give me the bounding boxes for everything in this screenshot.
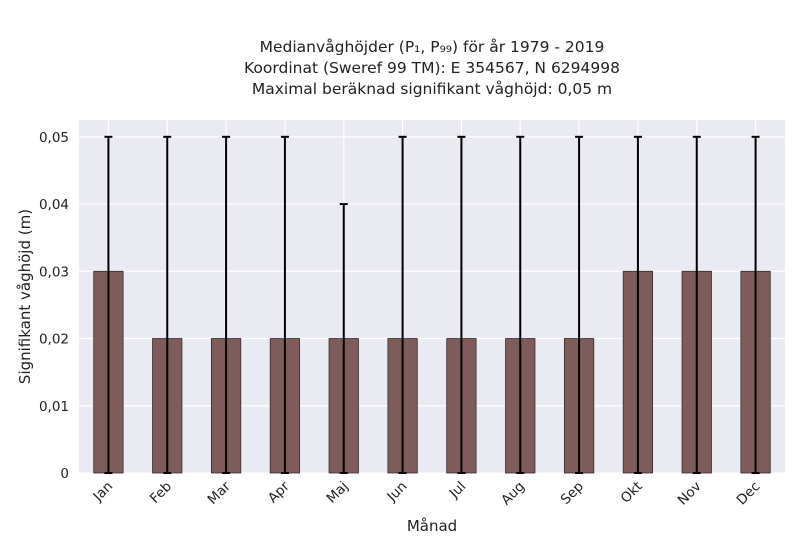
x-tick-label: Jun	[383, 479, 410, 506]
x-tick-label: Okt	[618, 479, 646, 507]
error-bar-nov	[692, 135, 701, 474]
x-tick-label: Aug	[498, 479, 528, 509]
error-bar-mar	[222, 135, 231, 474]
error-bar-apr	[280, 135, 289, 474]
chart-title: Medianvåghöjder (P₁, P₉₉) för år 1979 - …	[244, 38, 620, 98]
error-bars	[104, 135, 760, 474]
y-axis-label: Signifikant våghöjd (m)	[16, 209, 34, 384]
error-bar-maj	[339, 203, 348, 474]
x-tick-label: Jan	[90, 479, 117, 506]
x-tick-label: Jul	[446, 479, 470, 503]
y-tick-label: 0,02	[39, 332, 69, 348]
x-axis-ticks: Jan Feb Mar Apr Maj Jun Jul Aug Sep Okt Nov Dec	[90, 478, 764, 508]
plot-area	[79, 120, 785, 473]
error-bar-aug	[516, 135, 525, 474]
x-tick-label: Maj	[324, 479, 352, 507]
x-tick-label: Apr	[265, 478, 293, 506]
error-bar-okt	[633, 135, 642, 474]
x-tick-label: Dec	[734, 479, 764, 509]
error-bar-jan	[104, 135, 113, 474]
title-line: Koordinat (Sweref 99 TM): E 354567, N 62…	[244, 59, 620, 77]
error-bar-sep	[575, 135, 584, 474]
title-line: Maximal beräknad signifikant våghöjd: 0,…	[252, 80, 612, 98]
error-bar-jun	[398, 135, 407, 474]
y-axis-ticks: 0 0,01 0,02 0,03 0,04 0,05	[39, 130, 69, 482]
error-bar-jul	[457, 135, 466, 474]
x-tick-label: Mar	[205, 478, 235, 508]
y-tick-label: 0,04	[39, 197, 69, 213]
x-tick-label: Feb	[147, 479, 175, 507]
x-axis-label: Månad	[407, 517, 457, 535]
y-tick-label: 0	[60, 466, 69, 482]
x-tick-label: Nov	[675, 479, 705, 509]
y-tick-label: 0,03	[39, 264, 69, 280]
error-bar-feb	[163, 135, 172, 474]
error-bar-dec	[751, 135, 760, 474]
y-tick-label: 0,01	[39, 399, 69, 415]
y-tick-label: 0,05	[39, 130, 69, 146]
title-line: Medianvåghöjder (P₁, P₉₉) för år 1979 - …	[260, 38, 605, 56]
x-tick-label: Sep	[558, 479, 587, 508]
